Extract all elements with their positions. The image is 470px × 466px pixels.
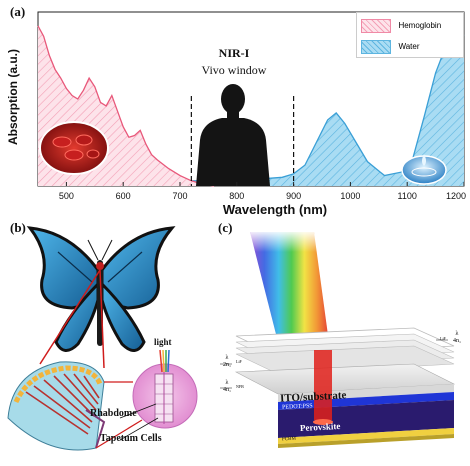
rainbow-light-beam xyxy=(250,232,330,350)
panel-c-label: (c) xyxy=(218,220,233,235)
pcbm-label: PCBM xyxy=(281,436,297,443)
light-label: light xyxy=(154,337,172,347)
quarter-wave-markers xyxy=(220,339,448,389)
fraction-lambda-2n1-den: 2n₁ xyxy=(222,362,232,368)
legend: Hemoglobin Water xyxy=(356,12,464,58)
x-tick-label-1200: 1200 xyxy=(446,191,466,201)
butterfly-image xyxy=(26,226,176,352)
fraction-lambda-4n1-right: λ 4n₁ xyxy=(450,331,464,345)
pcbm-layer xyxy=(278,428,454,448)
legend-item-water: Water xyxy=(361,38,420,56)
x-tick-label-500: 500 xyxy=(59,191,74,201)
human-silhouette xyxy=(196,84,270,186)
panel-b-label: (b) xyxy=(10,220,26,235)
fraction-lambda-4n1-left-den: 4n₁ xyxy=(222,387,232,393)
window-subtitle: Vivo window xyxy=(201,63,267,77)
perovskite-label: Perovskite xyxy=(299,420,341,434)
panel-a-label: (a) xyxy=(10,4,26,19)
line-hemoglobin xyxy=(37,25,215,187)
x-tick-label-1100: 1100 xyxy=(398,191,417,201)
ommatidium-detail xyxy=(132,349,198,429)
legend-swatch-hemoglobin xyxy=(361,18,391,33)
line-water xyxy=(38,34,465,182)
x-axis-label: Wavelength (nm) xyxy=(222,202,328,217)
legend-label-hemoglobin: Hemoglobin xyxy=(398,21,442,31)
legend-item-hemoglobin: Hemoglobin xyxy=(361,17,441,35)
thin-film-layers xyxy=(235,327,455,375)
butterfly-eye-illustration xyxy=(7,226,198,451)
legend-swatch-water xyxy=(361,39,391,54)
rhabdome-label: Rhabdome xyxy=(90,408,137,419)
device-stack-illustration xyxy=(220,232,456,448)
window-title: NIR-I xyxy=(218,46,250,60)
red-beam xyxy=(314,350,332,420)
fraction-lambda-4n1-right-den: 4n₁ xyxy=(452,338,462,344)
x-tick-label-600: 600 xyxy=(116,191,131,201)
nfb-tag: NFB xyxy=(236,384,244,389)
y-axis-label: Absorption (a.u.) xyxy=(6,49,20,145)
fraction-lambda-4n1-left-num: λ xyxy=(225,380,229,386)
compound-eye-section xyxy=(7,361,106,451)
tapetum-cells-label: Tapetum Cells xyxy=(100,433,162,444)
absorption-chart: 500 600 700 800 900 1000 1100 1200 xyxy=(37,11,466,201)
x-tick-label-1000: 1000 xyxy=(340,191,360,201)
x-tick-label-700: 700 xyxy=(172,191,187,201)
x-tick-label-900: 900 xyxy=(286,191,301,201)
legend-label-water: Water xyxy=(398,42,420,52)
x-tick-label-800: 800 xyxy=(229,191,244,201)
water-drop-image xyxy=(401,154,447,185)
area-water xyxy=(38,34,464,187)
lif-tag-right: LiF xyxy=(440,336,446,341)
fraction-lambda-4n1-right-num: λ xyxy=(455,331,459,337)
lif-tag-left: LiF xyxy=(236,359,242,364)
fraction-lambda-2n1: λ 2n₁ xyxy=(220,355,234,369)
fraction-lambda-4n1-left: λ 4n₁ xyxy=(220,380,234,394)
red-blood-cells-image xyxy=(39,121,109,175)
fraction-lambda-2n1-num: λ xyxy=(225,355,229,361)
